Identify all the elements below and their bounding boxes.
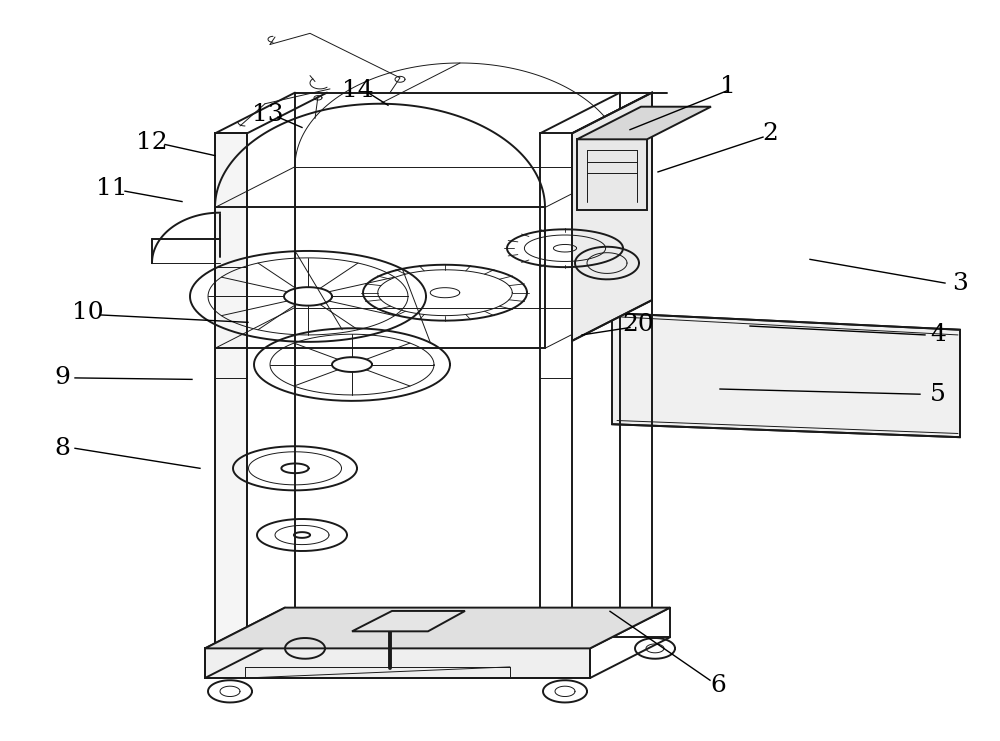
Text: 14: 14 (342, 79, 374, 102)
Text: 5: 5 (930, 382, 946, 406)
Polygon shape (577, 139, 647, 210)
Text: 8: 8 (54, 436, 70, 460)
Polygon shape (205, 648, 590, 678)
Text: 13: 13 (252, 103, 284, 127)
Polygon shape (205, 608, 670, 648)
Polygon shape (572, 93, 652, 341)
Text: 3: 3 (952, 271, 968, 295)
Text: 4: 4 (930, 323, 946, 347)
Polygon shape (577, 107, 711, 139)
Text: 12: 12 (136, 130, 168, 154)
Text: 9: 9 (54, 366, 70, 390)
Polygon shape (612, 313, 960, 437)
Text: 20: 20 (622, 313, 654, 336)
Polygon shape (352, 611, 465, 631)
Polygon shape (215, 133, 247, 656)
Text: 1: 1 (720, 75, 736, 99)
Text: 6: 6 (710, 674, 726, 697)
Text: 2: 2 (762, 122, 778, 145)
Text: 10: 10 (72, 301, 104, 325)
Text: 11: 11 (96, 177, 128, 201)
